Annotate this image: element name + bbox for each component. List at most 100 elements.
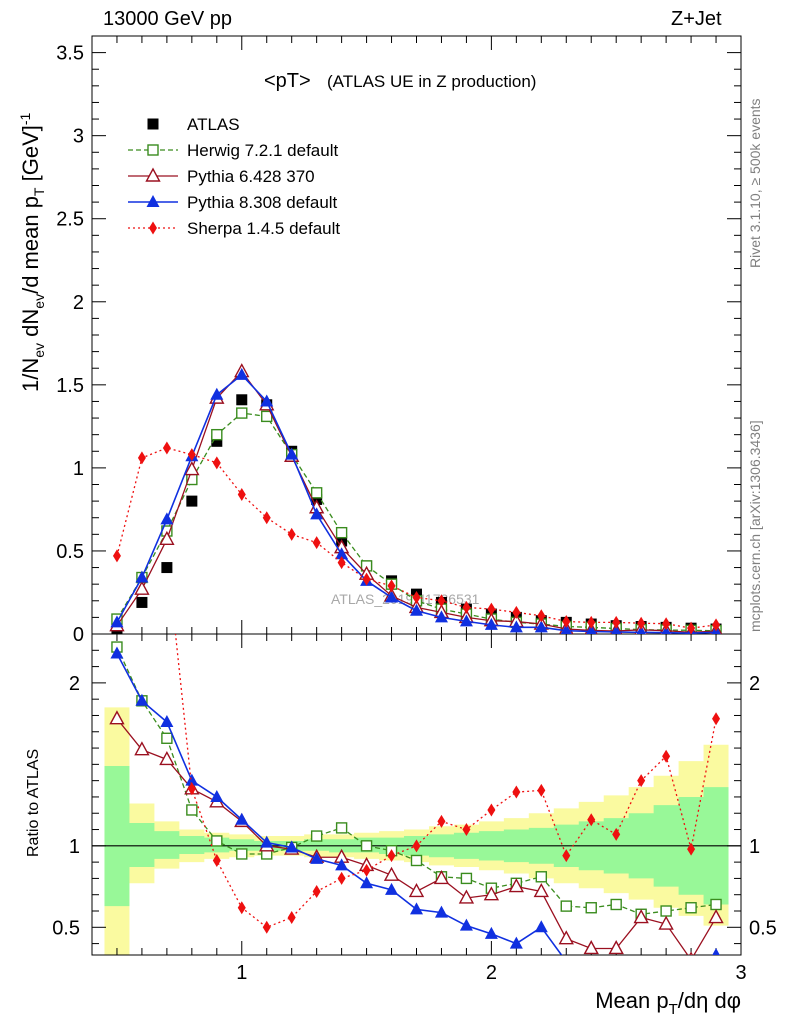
ratio-point-herwig	[310, 830, 323, 842]
ratio-uncertainty-bands	[104, 707, 729, 955]
legend-item-pythia8: Pythia 8.308 default	[128, 193, 338, 212]
main-point-pythia8	[410, 603, 423, 616]
ratio-point-pythia8	[410, 902, 423, 915]
ratio-point-herwig	[585, 902, 597, 914]
main-point-pythia8	[534, 620, 548, 633]
ratio-point-sherpa	[287, 911, 296, 925]
ratio-y-tick-label-right: 1	[749, 836, 760, 858]
ratio-point-pythia6	[458, 889, 475, 904]
ratio-point-sherpa	[237, 901, 246, 915]
ratio-point-pythia8	[135, 693, 149, 706]
ratio-point-herwig	[660, 905, 672, 917]
process-label: Z+Jet	[671, 8, 722, 30]
legend: ATLAS Herwig 7.2.1 default Pythia 6.428 37…	[128, 115, 340, 238]
ratio-point-herwig	[161, 732, 173, 744]
main-point-sherpa	[612, 615, 621, 629]
main-point-sherpa	[537, 609, 546, 623]
main-point-pythia8	[210, 387, 224, 400]
ratio-point-herwig	[186, 804, 198, 816]
main-point-herwig	[211, 428, 223, 441]
ratio-point-herwig	[236, 848, 248, 860]
main-point-atlas	[236, 394, 248, 406]
main-y-tick-label: 1	[73, 458, 84, 480]
ratio-y-tick-label-right: 0.5	[749, 917, 777, 939]
main-point-herwig	[335, 526, 348, 539]
ratio-point-sherpa	[712, 712, 721, 726]
ratio-point-sherpa	[163, 546, 171, 559]
ratio-point-pythia6	[633, 909, 649, 924]
ratio-point-sherpa	[462, 823, 471, 837]
ratio-point-sherpa	[187, 782, 196, 796]
main-point-sherpa	[712, 618, 721, 632]
main-point-pythia6	[134, 580, 150, 595]
main-point-pythia8	[434, 610, 448, 623]
main-point-sherpa	[487, 602, 496, 616]
ratio-point-pythia6	[708, 909, 724, 924]
ratio-point-pythia8	[566, 954, 567, 955]
main-point-sherpa	[412, 590, 421, 604]
ratio-point-pythia6	[383, 866, 400, 881]
ratio-point-sherpa	[262, 920, 271, 934]
legend-label-herwig: Herwig 7.2.1 default	[187, 141, 338, 160]
ratio-point-herwig	[610, 898, 622, 911]
main-point-sherpa	[212, 456, 221, 470]
ratio-y-axis-title: Ratio to ATLAS	[25, 749, 42, 857]
x-tick-label: 3	[735, 962, 746, 984]
ratio-point-herwig	[410, 854, 423, 867]
main-point-sherpa	[287, 527, 296, 541]
ratio-point-sherpa	[487, 803, 496, 817]
main-y-tick-label: 1.5	[56, 375, 84, 397]
main-point-pythia8	[235, 367, 249, 380]
ratio-point-herwig	[560, 900, 572, 912]
ratio-point-pythia6	[689, 951, 694, 955]
main-point-pythia8	[459, 614, 473, 627]
ratio-point-pythia8	[635, 966, 648, 978]
ratio-point-pythia8	[484, 926, 498, 939]
main-point-sherpa	[437, 594, 446, 608]
ratio-y-tick-label: 0.5	[52, 917, 80, 939]
main-series-group	[109, 363, 723, 634]
ratio-point-sherpa	[537, 783, 546, 797]
energy-label: 13000 GeV pp	[103, 8, 232, 30]
ratio-point-pythia6	[159, 750, 175, 766]
main-point-sherpa	[237, 487, 246, 501]
main-point-sherpa	[137, 451, 146, 465]
ratio-point-sherpa	[512, 785, 521, 799]
main-point-atlas	[136, 596, 148, 608]
main-point-pythia8	[484, 617, 498, 630]
ratio-point-pythia6	[109, 710, 125, 725]
ratio-point-pythia6	[608, 940, 624, 955]
ratio-point-pythia8	[534, 920, 548, 933]
main-point-herwig	[236, 407, 248, 419]
ratio-point-pythia8	[335, 858, 349, 871]
legend-marker-atlas	[147, 118, 159, 130]
ratio-series-pythia8	[110, 646, 720, 978]
legend-item-sherpa: Sherpa 1.4.5 default	[128, 219, 340, 238]
chart-title: <pT>	[264, 70, 311, 92]
chart-title-suffix: (ATLAS UE in Z production)	[327, 72, 536, 91]
ratio-point-pythia8	[360, 876, 374, 889]
main-point-sherpa	[262, 511, 271, 525]
ratio-band-green	[104, 765, 729, 907]
main-point-sherpa	[562, 615, 571, 629]
rivet-version-label: Rivet 3.1.10, ≥ 500k events	[747, 98, 763, 268]
mcplots-source-label: mcplots.cern.ch [arXiv:1306.3436]	[747, 420, 763, 632]
main-point-sherpa	[362, 572, 371, 586]
ratio-point-sherpa	[637, 774, 646, 788]
ratio-point-sherpa	[212, 853, 221, 867]
ratio-point-sherpa	[587, 813, 596, 827]
ratio-point-herwig	[335, 822, 348, 834]
ratio-point-pythia8	[712, 948, 720, 955]
ratio-point-pythia8	[235, 812, 249, 825]
ratio-point-pythia8	[110, 646, 124, 659]
ratio-point-sherpa	[312, 884, 321, 898]
ratio-point-pythia8	[509, 936, 523, 949]
main-point-pythia8	[285, 447, 299, 460]
ratio-point-pythia6	[433, 869, 450, 885]
main-y-axis-title: 1/Nev dNev/d mean pT [GeV]-1	[17, 112, 47, 392]
ratio-point-pythia6	[134, 741, 150, 756]
main-point-pythia8	[509, 620, 523, 633]
ratio-point-pythia8	[310, 851, 324, 864]
ratio-point-pythia8	[385, 882, 399, 895]
